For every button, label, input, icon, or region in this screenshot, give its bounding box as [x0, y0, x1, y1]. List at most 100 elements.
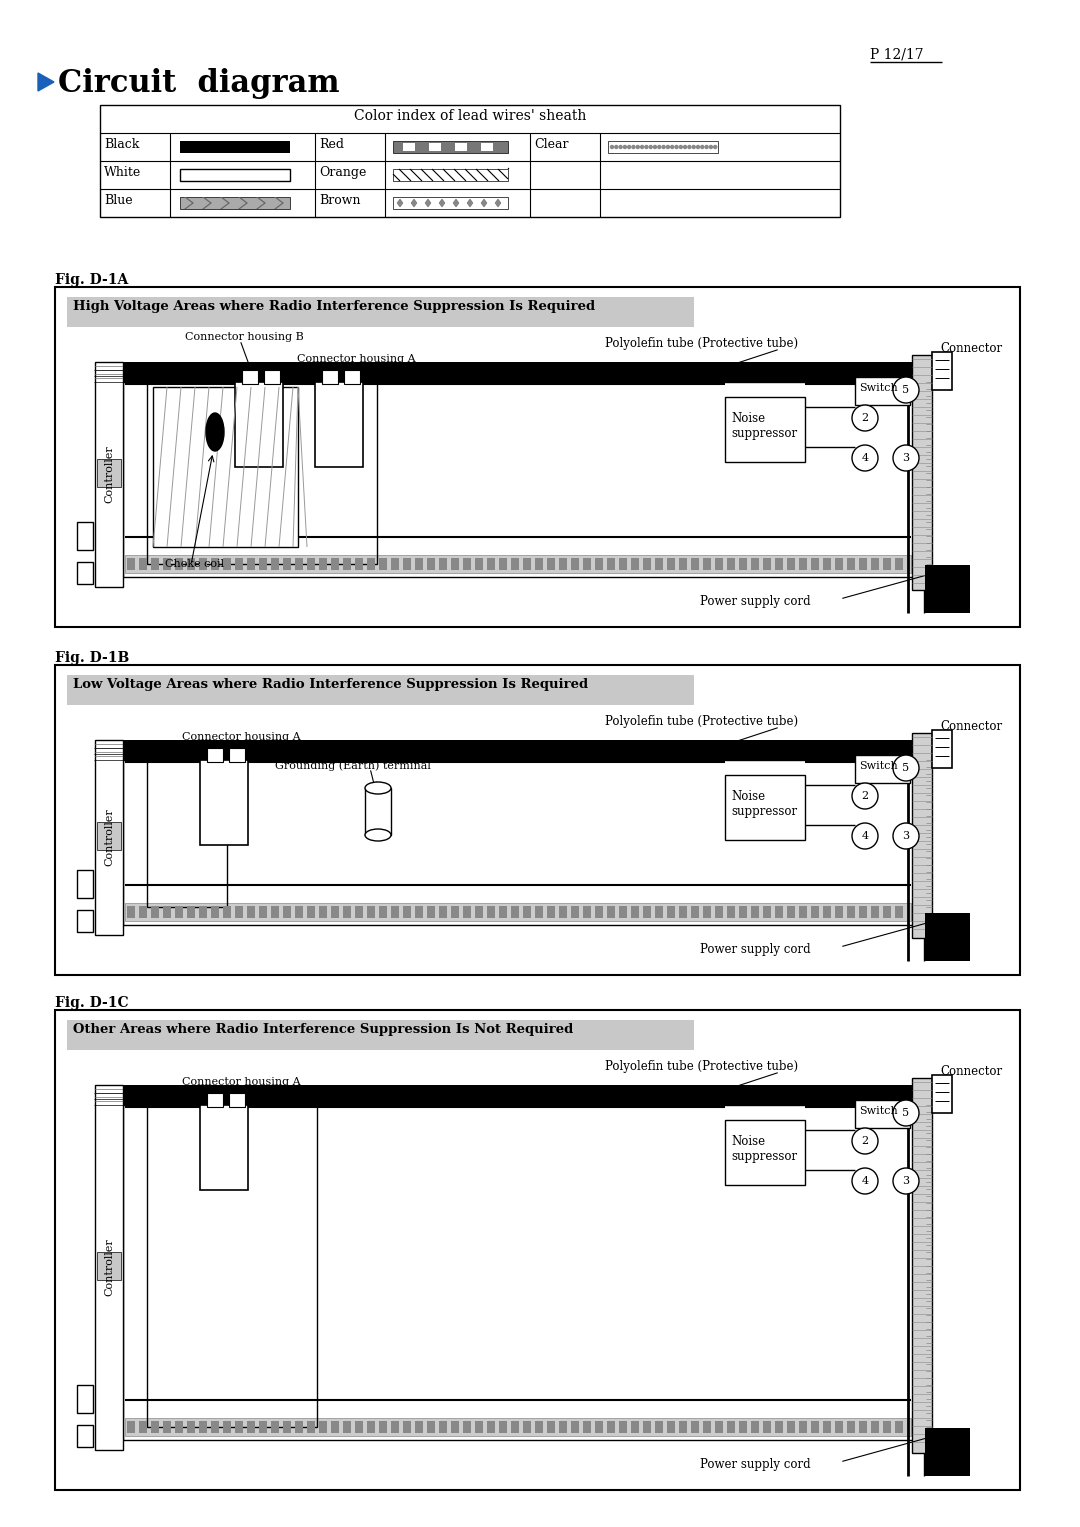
Text: Connector housing A: Connector housing A	[183, 1077, 300, 1087]
Bar	[607, 557, 615, 570]
Text: Switch: Switch	[859, 760, 897, 771]
Bar	[180, 169, 291, 182]
Bar	[427, 1422, 435, 1432]
Bar	[153, 386, 298, 547]
Bar	[608, 140, 718, 153]
Bar	[691, 906, 699, 918]
Circle shape	[645, 145, 648, 148]
Bar	[77, 562, 93, 583]
Bar	[123, 745, 147, 757]
Bar	[235, 906, 243, 918]
Bar	[343, 1422, 351, 1432]
Bar	[393, 197, 508, 209]
Bar	[379, 906, 387, 918]
Bar	[355, 557, 363, 570]
Bar	[187, 906, 195, 918]
Bar	[163, 906, 171, 918]
Bar	[163, 557, 171, 570]
Bar	[725, 1119, 805, 1185]
Bar	[77, 870, 93, 898]
Circle shape	[697, 145, 700, 148]
Text: 5: 5	[903, 385, 909, 395]
Bar	[823, 906, 831, 918]
Bar	[391, 557, 399, 570]
Bar	[127, 1422, 135, 1432]
Bar	[180, 197, 291, 209]
Circle shape	[623, 145, 626, 148]
Bar	[455, 144, 467, 151]
Bar	[242, 370, 258, 383]
Bar	[283, 557, 291, 570]
Bar	[187, 1422, 195, 1432]
Text: 3: 3	[903, 831, 909, 841]
Text: White: White	[104, 166, 141, 179]
Text: Connector housing A: Connector housing A	[297, 354, 416, 363]
Bar	[883, 906, 891, 918]
Bar	[429, 144, 441, 151]
Bar	[511, 906, 519, 918]
Bar	[175, 557, 183, 570]
Text: Switch: Switch	[859, 1106, 897, 1116]
Bar	[95, 741, 123, 935]
Bar	[895, 1422, 903, 1432]
Bar	[163, 1422, 171, 1432]
Bar	[725, 776, 805, 840]
Bar	[799, 906, 807, 918]
Polygon shape	[274, 197, 284, 209]
Ellipse shape	[365, 782, 391, 794]
Bar	[427, 557, 435, 570]
Bar	[151, 557, 159, 570]
Bar	[315, 382, 363, 467]
Circle shape	[705, 145, 708, 148]
Bar	[571, 557, 579, 570]
Bar	[259, 1422, 267, 1432]
Text: Power supply cord: Power supply cord	[700, 1458, 811, 1471]
Bar	[367, 557, 375, 570]
Bar	[259, 557, 267, 570]
Polygon shape	[202, 197, 212, 209]
Bar	[535, 906, 543, 918]
Bar	[499, 557, 507, 570]
Polygon shape	[38, 73, 54, 92]
Bar	[751, 906, 759, 918]
Text: 5: 5	[903, 1109, 909, 1118]
Circle shape	[675, 145, 678, 148]
Bar	[55, 287, 1020, 628]
Bar	[259, 906, 267, 918]
Circle shape	[658, 145, 661, 148]
Text: Switch: Switch	[859, 383, 897, 392]
Text: Connector: Connector	[940, 1064, 1002, 1078]
Bar	[463, 557, 471, 570]
Circle shape	[714, 145, 717, 148]
Circle shape	[688, 145, 691, 148]
Bar	[762, 906, 771, 918]
Bar	[847, 557, 855, 570]
Bar	[97, 460, 121, 487]
Circle shape	[632, 145, 635, 148]
Text: Connector: Connector	[940, 342, 1002, 354]
Bar	[123, 362, 913, 382]
Bar	[571, 906, 579, 918]
Bar	[247, 906, 255, 918]
Bar	[870, 557, 879, 570]
Bar	[330, 906, 339, 918]
Bar	[487, 557, 495, 570]
Bar	[55, 664, 1020, 976]
Bar	[583, 1422, 591, 1432]
Bar	[823, 557, 831, 570]
Text: Clear: Clear	[534, 137, 568, 151]
Bar	[95, 1086, 123, 1451]
Bar	[367, 1422, 375, 1432]
Bar	[247, 557, 255, 570]
Circle shape	[662, 145, 665, 148]
Text: High Voltage Areas where Radio Interference Suppression Is Required: High Voltage Areas where Radio Interfere…	[73, 299, 595, 313]
Bar	[343, 906, 351, 918]
Bar	[546, 906, 555, 918]
Bar	[739, 906, 747, 918]
Bar	[859, 557, 867, 570]
Text: Controller: Controller	[104, 1238, 114, 1296]
Text: 4: 4	[862, 1176, 868, 1186]
Text: Polyolefin tube (Protective tube): Polyolefin tube (Protective tube)	[605, 715, 798, 728]
Bar	[123, 382, 913, 577]
Bar	[559, 557, 567, 570]
